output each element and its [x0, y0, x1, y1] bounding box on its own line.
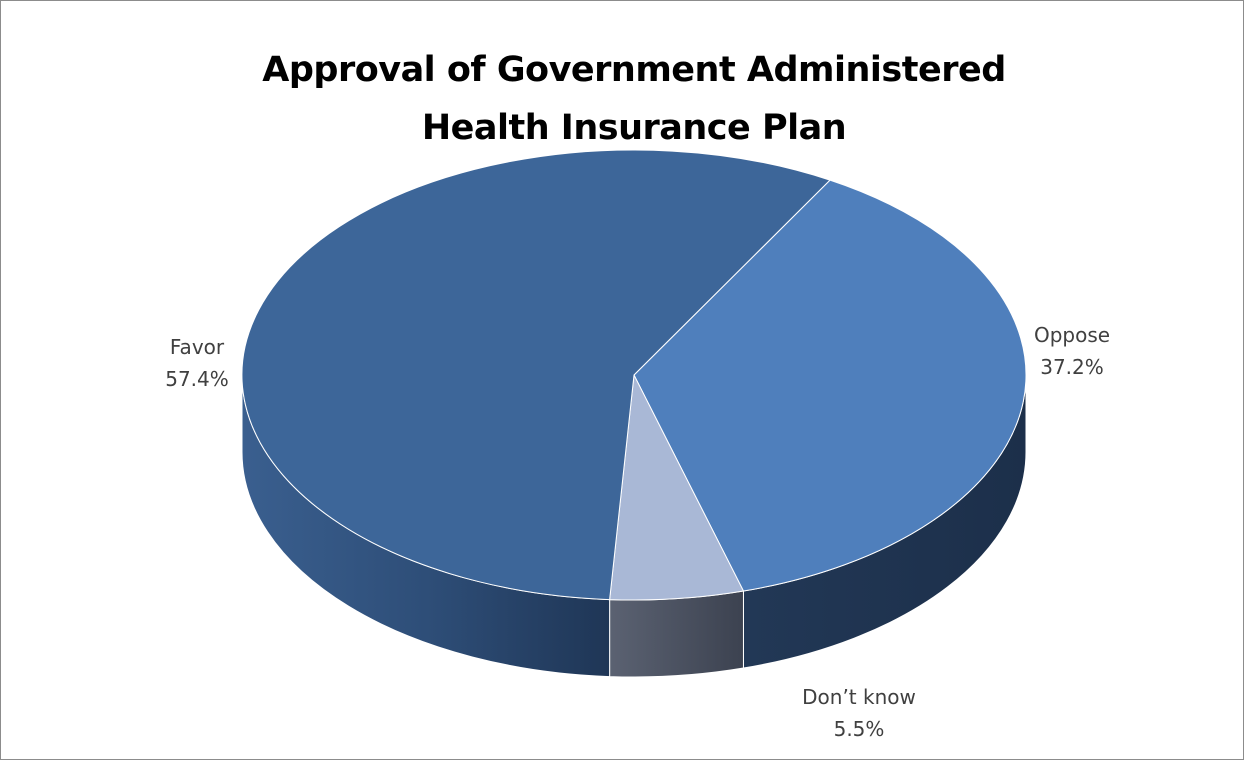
slice-value-don-t-know: 5.5% — [834, 717, 885, 741]
pie-slice-side-don-t-know — [609, 590, 744, 678]
pie-slice-favor — [241, 149, 831, 601]
pie-slice-oppose — [633, 179, 1027, 592]
slice-label-don-t-know: Don’t know — [802, 685, 916, 709]
slice-value-oppose: 37.2% — [1040, 355, 1104, 379]
slice-label-oppose: Oppose — [1034, 323, 1110, 347]
chart-title: Approval of Government Administered Heal… — [1, 41, 1246, 157]
chart-title-line-2: Health Insurance Plan — [421, 108, 847, 148]
pie-slice-don-t-know — [609, 373, 745, 601]
slice-label-favor: Favor — [170, 335, 225, 359]
chart-title-line-1: Approval of Government Administered — [262, 50, 1006, 90]
slice-value-favor: 57.4% — [165, 367, 229, 391]
